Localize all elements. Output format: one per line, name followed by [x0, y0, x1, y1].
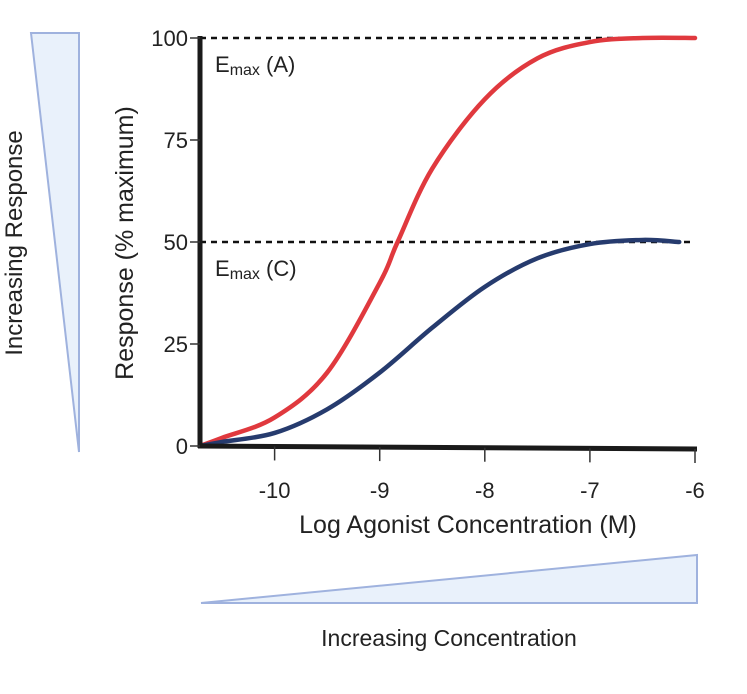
- y-tick-label: 25: [164, 332, 188, 357]
- x-tick-label: -9: [370, 478, 390, 503]
- x-axis: [197, 443, 698, 452]
- x-tick-label: -8: [475, 478, 495, 503]
- x-tick-label: -7: [580, 478, 600, 503]
- y-tick-label: 100: [151, 26, 188, 51]
- increasing-concentration-label: Increasing Concentration: [321, 625, 577, 651]
- x-axis-label: Log Agonist Concentration (M): [299, 511, 637, 539]
- increasing-concentration-wedge: [200, 553, 698, 604]
- x-tick-label: -6: [685, 478, 705, 503]
- y-tick-label: 75: [164, 128, 188, 153]
- emax-label-subscript: max: [230, 266, 260, 283]
- emax-label: Emax (C): [215, 256, 297, 283]
- emax-label-main: E: [215, 256, 230, 281]
- emax-label-subscript: max: [230, 62, 260, 79]
- emax-label: Emax (A): [215, 52, 295, 79]
- series-line-1: [197, 35, 698, 449]
- y-tick-label: 50: [164, 230, 188, 255]
- emax-label-main: E: [215, 52, 230, 77]
- y-axis-label: Response (% maximum): [111, 106, 139, 380]
- x-tick-label: -10: [259, 478, 291, 503]
- increasing-response-wedge: [29, 32, 80, 453]
- emax-label-suffix: (C): [260, 256, 297, 281]
- emax-label-suffix: (A): [260, 52, 295, 77]
- y-tick-label: 0: [176, 434, 188, 459]
- series-line-2: [197, 237, 682, 449]
- increasing-response-label: Increasing Response: [1, 130, 28, 355]
